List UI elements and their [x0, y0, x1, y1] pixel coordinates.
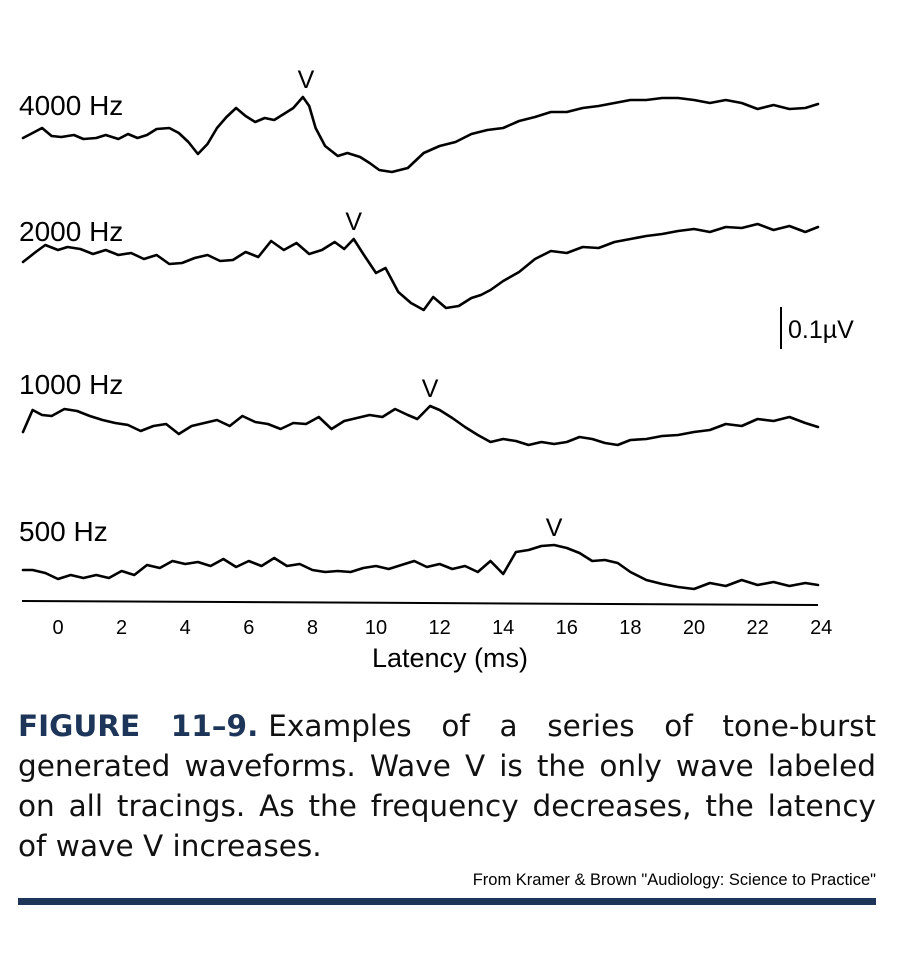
figure-caption: FIGURE 11–9. Examples of a series of tone… — [18, 706, 876, 866]
x-tick-label: 16 — [556, 617, 578, 639]
x-tick-label: 4 — [180, 617, 191, 639]
series-label-1000-hz: 1000 Hz — [19, 369, 123, 400]
series-labels-group: 4000 Hz 2000 Hz 1000 Hz 500 Hz — [19, 90, 123, 547]
x-tick-label: 18 — [619, 617, 641, 639]
wave-v-marker-2000-hz: V — [345, 208, 362, 236]
x-tick-label: 24 — [810, 617, 832, 639]
x-tick-label: 6 — [243, 617, 254, 639]
x-tick-label: 22 — [746, 617, 768, 639]
x-axis-line — [21, 600, 819, 606]
x-tick-labels-group: 0 2 4 6 8 10 12 14 16 18 20 22 24 — [52, 617, 832, 639]
figure-label: FIGURE 11–9. — [18, 709, 259, 743]
source-credit: From Kramer & Brown "Audiology: Science … — [472, 871, 876, 889]
bottom-rule — [18, 898, 876, 905]
x-tick-label: 0 — [52, 617, 63, 639]
waveform-trace-2000-hz — [21, 222, 820, 312]
waveform-trace-4000-hz — [21, 95, 820, 174]
wave-v-marker-4000-hz: V — [298, 66, 315, 94]
waveform-trace-1000-hz — [21, 404, 820, 447]
traces-group — [21, 95, 820, 591]
caption-text: Examples of a series of tone-burst gener… — [18, 709, 877, 863]
series-label-2000-hz: 2000 Hz — [19, 216, 123, 247]
scale-bar-label: 0.1µV — [788, 316, 854, 344]
x-tick-label: 10 — [365, 617, 387, 639]
x-tick-label: 2 — [116, 617, 127, 639]
waveform-trace-500-hz — [21, 543, 820, 591]
series-label-500-hz: 500 Hz — [19, 516, 108, 547]
x-tick-label: 14 — [492, 617, 514, 639]
series-label-4000-hz: 4000 Hz — [19, 90, 123, 121]
wave-v-marker-500-hz: V — [546, 514, 563, 542]
x-tick-label: 8 — [307, 617, 318, 639]
peak-markers-group: V V V V — [298, 66, 563, 542]
x-axis-label: Latency (ms) — [372, 643, 528, 673]
wave-v-marker-1000-hz: V — [422, 375, 439, 403]
x-tick-label: 20 — [683, 617, 705, 639]
x-tick-label: 12 — [428, 617, 450, 639]
